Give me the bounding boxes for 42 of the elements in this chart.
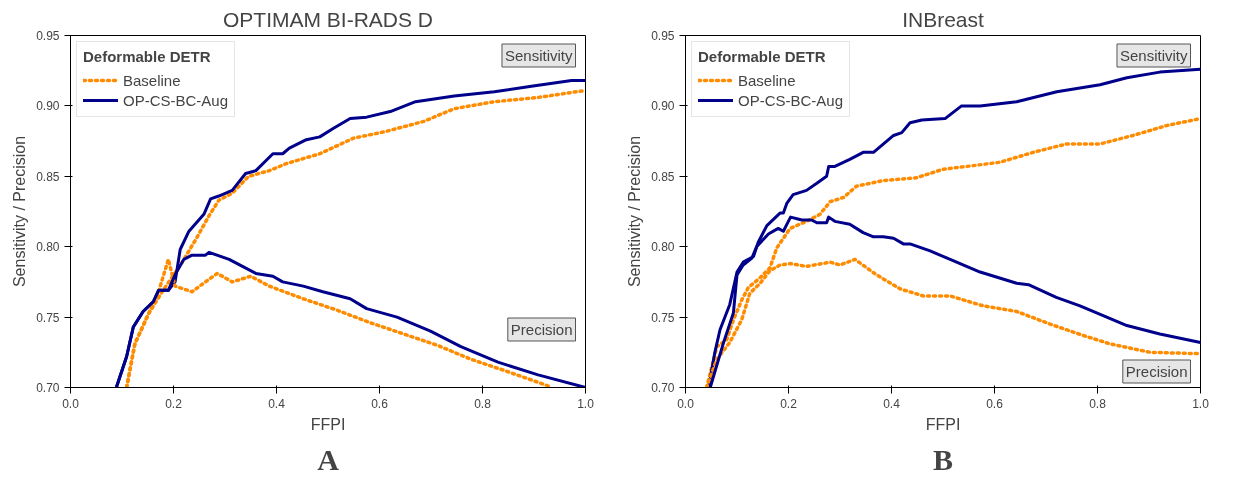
y-axis-title: Sensitivity / Precision <box>11 135 29 288</box>
x-tick-label: 1.0 <box>1192 396 1210 411</box>
legend-label: Baseline <box>738 71 796 89</box>
y-tick-label: 0.75 <box>36 310 60 325</box>
x-tick-label: 0.6 <box>371 396 389 411</box>
y-tick-label: 0.70 <box>651 381 675 395</box>
chart-title: INBreast <box>902 7 985 31</box>
legend-label: OP-CS-BC-Aug <box>738 91 844 109</box>
chart-title: OPTIMAM BI-RADS D <box>222 7 434 31</box>
annotation: Sensitivity <box>504 47 573 64</box>
x-tick-label: 0.0 <box>62 396 80 411</box>
x-tick-label: 0.2 <box>780 396 798 411</box>
legend-label: OP-CS-BC-Aug <box>123 91 229 109</box>
x-tick-label: 0.0 <box>677 396 695 411</box>
y-tick-label: 0.75 <box>651 310 675 325</box>
x-tick-label: 0.4 <box>268 396 286 411</box>
x-axis-title: FFPI <box>925 415 961 433</box>
x-tick-label: 0.8 <box>474 396 492 411</box>
y-tick-label: 0.80 <box>36 240 60 255</box>
annotation: Precision <box>1125 363 1188 380</box>
x-axis-title: FFPI <box>310 415 346 433</box>
x-tick-label: 0.6 <box>986 396 1004 411</box>
legend-title: Deformable DETR <box>698 48 827 65</box>
x-tick-label: 0.2 <box>165 396 183 411</box>
text: A <box>317 442 340 476</box>
y-tick-label: 0.70 <box>36 381 60 395</box>
x-tick-label: 0.8 <box>1089 396 1107 411</box>
x-tick-label: 1.0 <box>577 396 595 411</box>
legend-title: Deformable DETR <box>83 48 212 65</box>
y-tick-label: 0.90 <box>651 99 675 114</box>
y-tick-label: 0.85 <box>36 169 60 184</box>
y-tick-label: 0.95 <box>651 29 675 43</box>
y-tick-label: 0.85 <box>651 169 675 184</box>
x-tick-label: 0.4 <box>883 396 901 411</box>
annotation: Sensitivity <box>1119 47 1188 64</box>
legend-label: Baseline <box>123 71 181 89</box>
annotation: Precision <box>510 321 573 338</box>
y-tick-label: 0.95 <box>36 29 60 43</box>
text: B <box>933 442 954 476</box>
y-tick-label: 0.90 <box>36 99 60 114</box>
y-tick-label: 0.80 <box>651 240 675 255</box>
y-axis-title: Sensitivity / Precision <box>626 135 644 288</box>
